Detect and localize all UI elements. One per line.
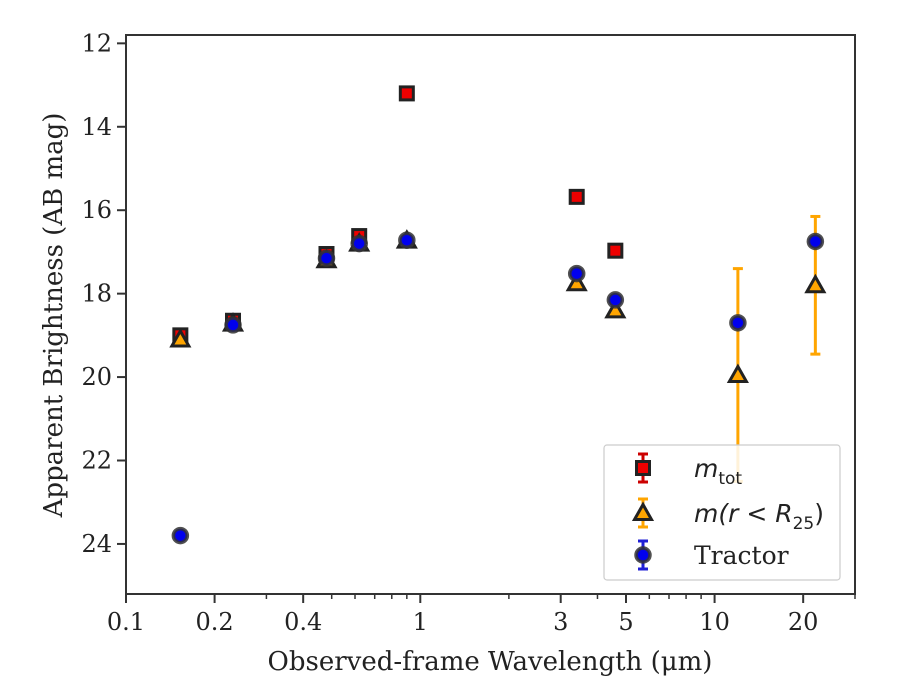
circle-marker xyxy=(350,234,368,253)
y-tick-label: 16 xyxy=(81,196,112,224)
circle-marker xyxy=(567,264,586,283)
legend-label-subscript: 25 xyxy=(793,514,815,534)
x-tick-label: 3 xyxy=(553,608,568,636)
y-axis-label: Apparent Brightness (AB mag) xyxy=(39,113,69,519)
x-tick-label: 0.1 xyxy=(107,608,145,636)
circle-marker xyxy=(171,526,190,545)
triangle-marker xyxy=(631,501,655,521)
square-marker xyxy=(398,85,415,102)
triangle-marker xyxy=(726,363,749,383)
circle-marker xyxy=(606,291,625,309)
y-tick-label: 20 xyxy=(81,363,112,391)
square-marker xyxy=(635,460,651,476)
legend-label: m(r < R25) xyxy=(694,499,824,534)
circle-marker xyxy=(317,249,336,267)
y-tick-label: 12 xyxy=(81,29,112,57)
legend-label-subscript: tot xyxy=(718,469,742,489)
legend-label-tail: ) xyxy=(814,499,824,528)
triangle-marker xyxy=(804,273,827,294)
legend-label: Tractor xyxy=(694,541,789,570)
legend-label-main: m xyxy=(694,454,718,483)
legend-box xyxy=(603,444,841,581)
y-tick-label: 22 xyxy=(81,447,112,475)
y-tick-label: 24 xyxy=(81,530,112,558)
circle-marker xyxy=(634,546,652,564)
legend-label: mtot xyxy=(694,454,742,489)
circle-marker xyxy=(806,232,825,251)
x-tick-label: 0.4 xyxy=(284,608,322,636)
x-tick-label: 0.2 xyxy=(196,608,234,636)
y-tick-label: 14 xyxy=(81,113,112,141)
legend-label-main: m(r < R xyxy=(694,499,793,528)
legend: mtot m(r < R25) Tractor xyxy=(603,444,841,581)
triangle-marker xyxy=(604,298,627,319)
triangle-marker xyxy=(169,327,192,348)
square-marker xyxy=(568,188,585,205)
circle-marker xyxy=(224,316,242,334)
square-marker xyxy=(607,242,624,259)
x-tick-label: 10 xyxy=(699,608,730,636)
x-axis-label: Observed-frame Wavelength (μm) xyxy=(268,647,713,677)
y-tick-label: 18 xyxy=(81,280,112,308)
circle-marker xyxy=(729,314,747,332)
x-tick-label: 1 xyxy=(413,608,428,636)
x-tick-label: 20 xyxy=(788,608,819,636)
circle-marker xyxy=(398,231,416,249)
plot-frame xyxy=(125,34,856,595)
x-tick-label: 5 xyxy=(618,608,633,636)
plot-area: 0.1 0.2 0.4 1 3 5 10 20 12 14 16 18 20 22 24 xyxy=(81,29,856,636)
